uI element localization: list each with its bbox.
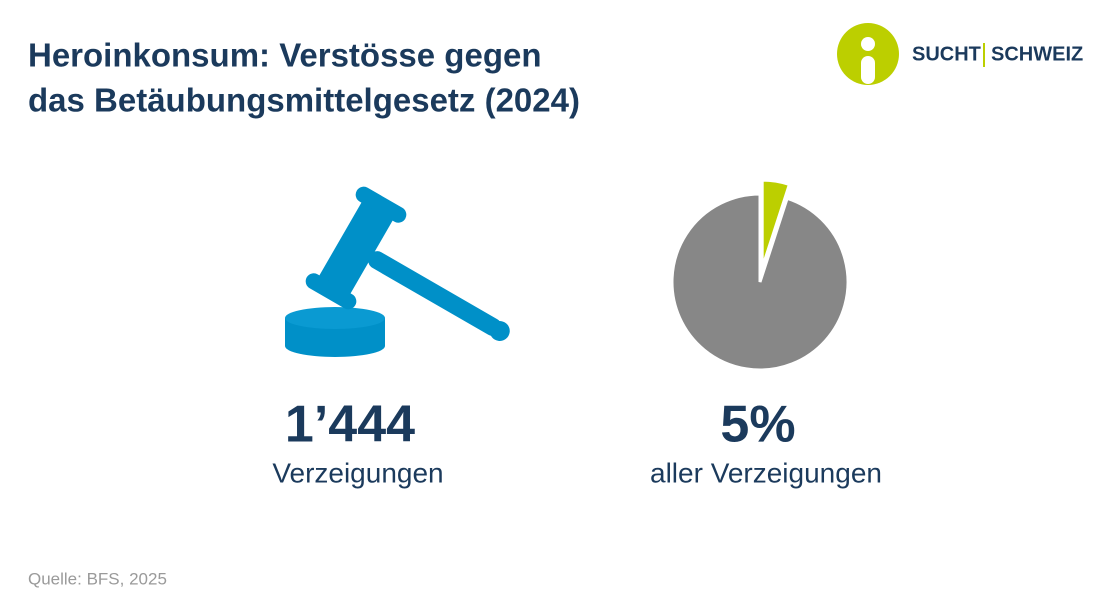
logo-text: SCHWEIZ xyxy=(991,43,1083,65)
stat-label: Verzeigungen xyxy=(272,457,443,488)
pie-caption: aller Verzeigungen xyxy=(650,457,882,488)
logo-text: SUCHT xyxy=(912,43,981,65)
pie-slice xyxy=(670,192,850,372)
title-line: das Betäubungsmittelgesetz (2024) xyxy=(28,82,580,119)
source: Quelle: BFS, 2025 xyxy=(28,569,167,588)
logo-divider xyxy=(983,43,985,67)
pie xyxy=(670,178,850,372)
value-label: 5% xyxy=(720,396,795,454)
gavel-icon xyxy=(285,186,510,357)
pie-slice xyxy=(760,178,792,269)
stat-value: 1’444 xyxy=(285,396,415,454)
logo-icon xyxy=(837,23,899,85)
title-line: Heroinkonsum: Verstösse gegen xyxy=(28,37,541,74)
